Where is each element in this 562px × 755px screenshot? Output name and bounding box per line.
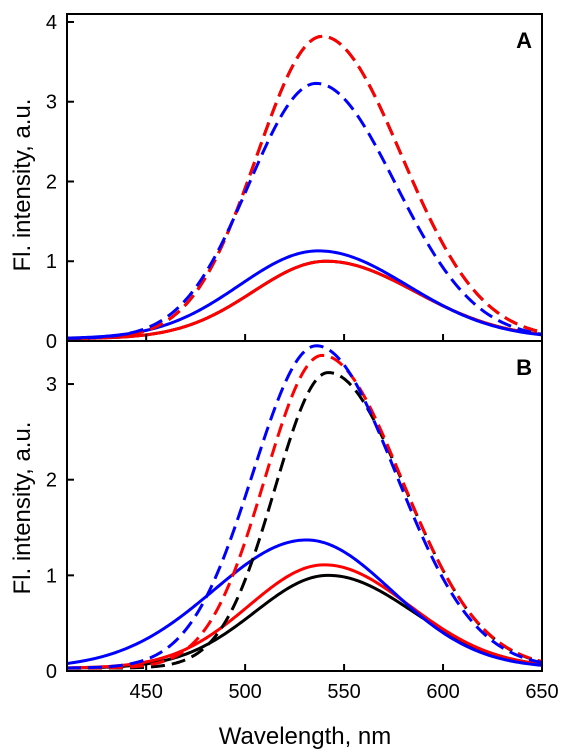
x-tick-label: 500: [228, 681, 261, 703]
x-axis-label: Wavelength, nm: [219, 723, 392, 750]
x-tick-label: 600: [426, 681, 459, 703]
x-tick-label: 450: [129, 681, 162, 703]
plot-frame: [66, 340, 543, 672]
y-tick-label: 0: [46, 661, 57, 683]
y-tick-label: 1: [46, 565, 57, 587]
series-group: [67, 344, 542, 670]
series-line-3: [67, 538, 542, 667]
x-tick-label: 650: [525, 681, 558, 703]
series-line-5: [67, 34, 542, 340]
series-line-6: [67, 81, 542, 340]
plot-frame: [66, 13, 543, 342]
shared-axis-labels: Wavelength, nm Fl. intensity, a.u. Fl. i…: [9, 99, 391, 750]
y-tick-label: 3: [46, 374, 57, 396]
series-line-4: [67, 34, 542, 340]
y-tick-label: 4: [46, 12, 57, 34]
series-line-3: [67, 249, 542, 340]
y-tick-label: 2: [46, 470, 57, 492]
y-axis-label-b: Fl. intensity, a.u.: [9, 422, 36, 595]
series-line-2: [67, 563, 542, 670]
y-tick-label: 2: [46, 171, 57, 193]
panel-letter: B: [516, 355, 532, 380]
panel-letter: A: [516, 28, 532, 53]
series-line-4: [67, 371, 542, 670]
series-line-6: [67, 344, 542, 670]
panel-b: 0 1 2 3 450 500 550 600 650 B: [46, 340, 559, 703]
series-line-5: [67, 353, 542, 670]
y-tick-label: 0: [46, 331, 57, 353]
y-tick-label: 3: [46, 92, 57, 114]
y-axis-label-a: Fl. intensity, a.u.: [9, 99, 36, 272]
x-tick-label: 550: [327, 681, 360, 703]
panel-a: 0 1 2 3 4 A: [46, 12, 543, 353]
series-group: [67, 34, 542, 340]
y-tick-label: 1: [46, 251, 57, 273]
